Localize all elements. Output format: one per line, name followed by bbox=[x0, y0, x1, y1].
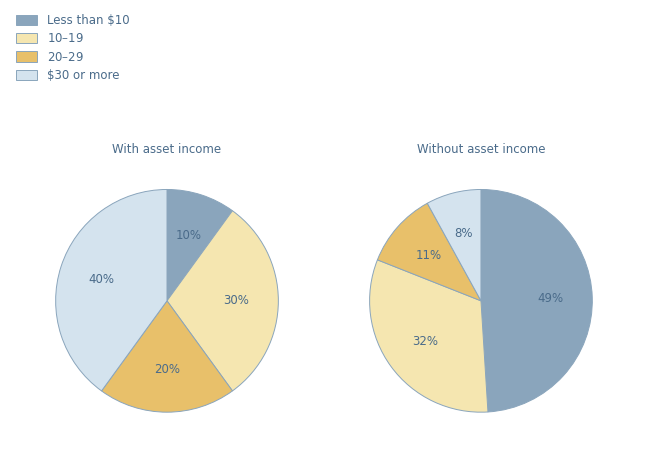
Text: 49%: 49% bbox=[537, 292, 563, 305]
Wedge shape bbox=[369, 260, 488, 412]
Wedge shape bbox=[481, 189, 593, 412]
Wedge shape bbox=[167, 211, 279, 391]
Title: With asset income: With asset income bbox=[112, 143, 222, 156]
Wedge shape bbox=[55, 189, 167, 391]
Title: Without asset income: Without asset income bbox=[417, 143, 545, 156]
Legend: Less than $10, $10–$19, $20–$29, $30 or more: Less than $10, $10–$19, $20–$29, $30 or … bbox=[13, 10, 133, 85]
Text: 30%: 30% bbox=[223, 295, 249, 307]
Wedge shape bbox=[102, 301, 232, 412]
Text: 8%: 8% bbox=[454, 228, 473, 241]
Text: 20%: 20% bbox=[154, 363, 180, 376]
Text: 11%: 11% bbox=[416, 249, 442, 262]
Text: 10%: 10% bbox=[175, 229, 201, 242]
Text: 40%: 40% bbox=[88, 273, 114, 286]
Wedge shape bbox=[377, 203, 481, 301]
Wedge shape bbox=[428, 189, 481, 301]
Text: 32%: 32% bbox=[412, 335, 438, 348]
Wedge shape bbox=[167, 189, 232, 301]
